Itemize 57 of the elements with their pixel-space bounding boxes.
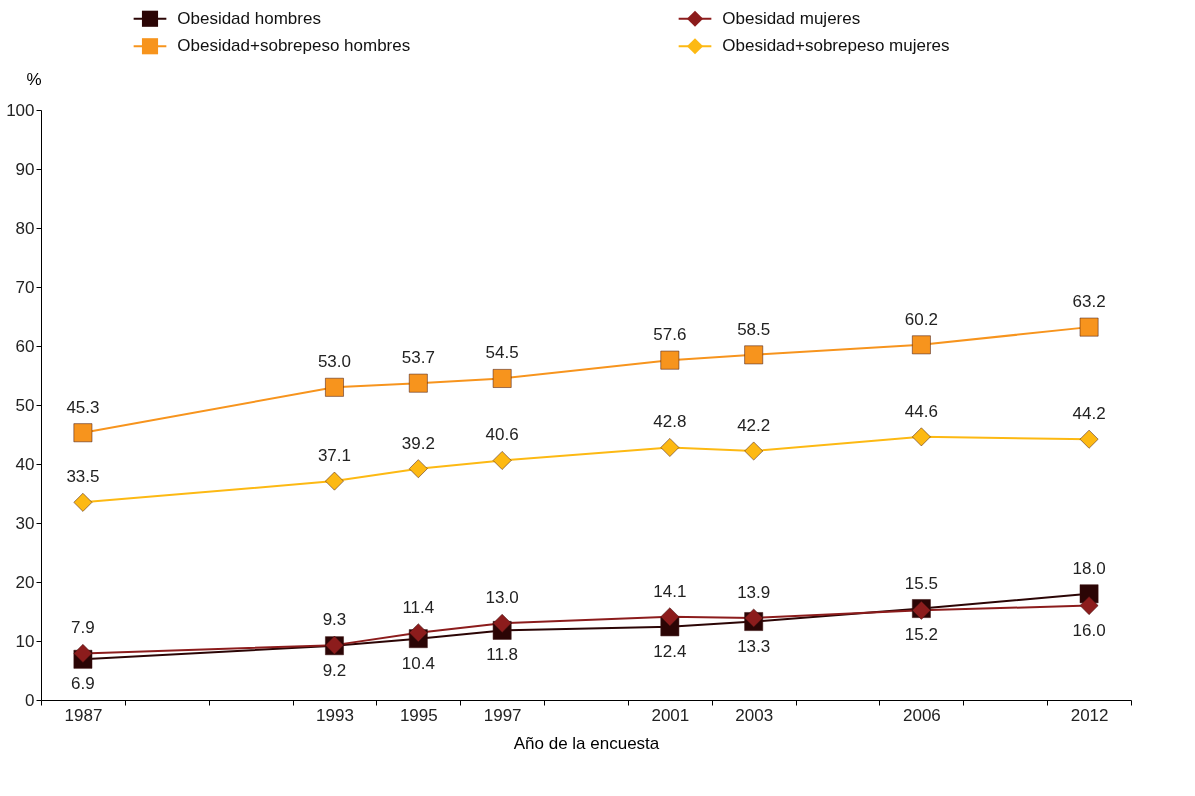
data-label: 40.6 (485, 425, 519, 445)
data-label: 42.2 (737, 416, 771, 436)
data-label: 15.2 (904, 625, 938, 645)
data-label: 42.8 (653, 412, 687, 432)
x-tick-label: 1995 (399, 705, 438, 725)
data-label: 11.4 (402, 597, 435, 617)
y-tick-label: 40 (15, 454, 35, 474)
data-label: 13.0 (485, 588, 519, 608)
data-label: 58.5 (737, 319, 771, 339)
data-label: 63.2 (1072, 292, 1106, 312)
legend-label: Obesidad+sobrepeso mujeres (722, 36, 950, 56)
data-label: 57.6 (653, 325, 687, 345)
data-label: 44.6 (904, 401, 938, 421)
x-tick-label: 2001 (651, 705, 690, 725)
y-tick-label: 50 (15, 395, 35, 415)
data-label: 15.5 (904, 573, 938, 593)
data-label: 45.3 (66, 397, 100, 417)
y-tick-label: 30 (15, 513, 35, 533)
y-tick-label: 0 (25, 690, 35, 710)
x-tick-label: 1993 (316, 705, 354, 725)
data-label: 6.9 (71, 674, 95, 694)
data-label: 54.5 (485, 343, 519, 363)
data-label: 44.2 (1072, 404, 1106, 424)
legend-label: Obesidad mujeres (722, 8, 861, 28)
y-tick-label: 60 (15, 336, 35, 356)
x-tick-label: 2006 (902, 705, 941, 725)
data-label: 39.2 (401, 433, 435, 453)
x-tick-label: 1997 (483, 705, 522, 725)
legend-label: Obesidad+sobrepeso hombres (177, 36, 411, 56)
x-tick-label: 2003 (735, 705, 774, 725)
data-label: 12.4 (653, 641, 687, 661)
data-label: 9.2 (322, 660, 347, 680)
x-axis-title: Año de la encuesta (513, 733, 660, 753)
data-label: 13.9 (737, 582, 771, 602)
legend-label: Obesidad hombres (177, 8, 321, 28)
x-tick-label: 1987 (64, 705, 103, 725)
data-label: 11.8 (486, 645, 519, 665)
data-label: 10.4 (401, 653, 435, 673)
y-tick-label: 10 (15, 631, 35, 651)
data-label: 7.9 (71, 618, 95, 638)
data-label: 53.0 (317, 352, 352, 372)
y-tick-label: 80 (15, 218, 35, 238)
data-label: 16.0 (1072, 620, 1106, 640)
data-label: 53.7 (401, 348, 435, 368)
y-tick-label: 20 (15, 572, 35, 592)
data-label: 33.5 (66, 467, 100, 487)
x-tick-label: 2012 (1070, 705, 1109, 725)
data-label: 37.1 (317, 446, 352, 466)
data-label: 14.1 (653, 581, 687, 601)
data-label: 60.2 (904, 309, 938, 329)
data-label: 9.3 (322, 610, 347, 630)
data-label: 18.0 (1072, 558, 1106, 578)
data-label: 13.3 (737, 636, 771, 656)
y-tick-label: 70 (15, 277, 35, 297)
y-tick-label: 100 (6, 100, 35, 120)
y-tick-label: 90 (15, 159, 35, 179)
y-axis-title: % (26, 69, 42, 89)
